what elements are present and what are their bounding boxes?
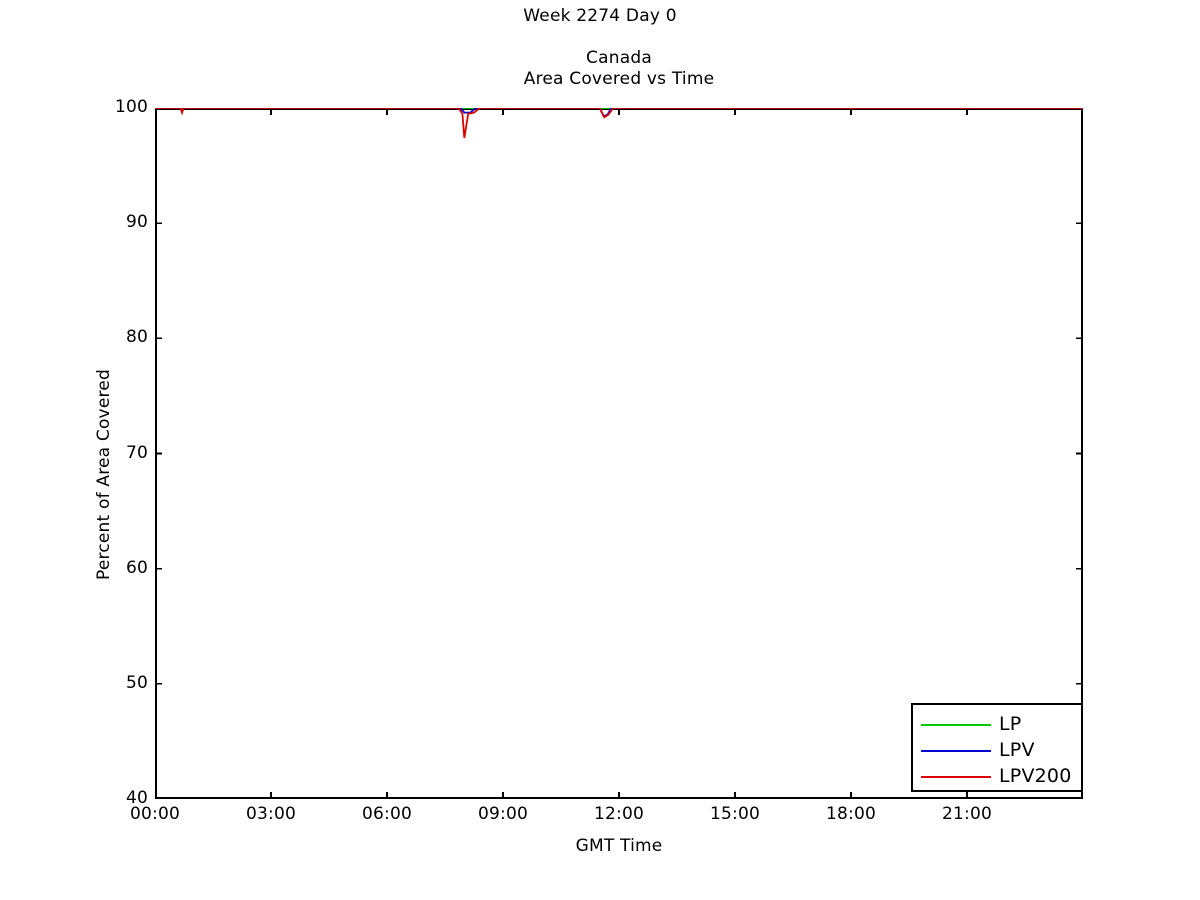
x-tick-label: 15:00 xyxy=(710,804,760,824)
x-tick-label: 18:00 xyxy=(826,804,876,824)
x-tick-label: 03:00 xyxy=(246,804,296,824)
y-tick-label: 80 xyxy=(125,327,148,348)
legend-swatch-lpv xyxy=(921,749,991,752)
x-tick-label: 06:00 xyxy=(362,804,412,824)
y-axis-label: Percent of Area Covered xyxy=(94,369,114,580)
plot-canvas xyxy=(155,108,1083,799)
x-tick-label: 12:00 xyxy=(594,804,644,824)
y-axis-tick-labels: 40 50 60 70 80 90 100 xyxy=(104,0,148,900)
x-tick-label: 00:00 xyxy=(130,804,180,824)
legend-item-lpv200: LPV200 xyxy=(913,763,1085,790)
axes-title-line-2: Area Covered vs Time xyxy=(523,69,715,89)
y-tick-label: 60 xyxy=(125,557,148,578)
plot-frame xyxy=(155,108,1083,799)
axes-title-line-1: Canada xyxy=(586,48,652,68)
y-tick-label: 50 xyxy=(125,672,148,693)
series-line-lpv200 xyxy=(155,108,1083,139)
legend-label: LP xyxy=(999,713,1022,735)
x-axis-label: GMT Time xyxy=(575,836,663,856)
legend-swatch-lp xyxy=(921,723,991,726)
legend: LP LPV LPV200 xyxy=(911,703,1083,792)
legend-item-lp: LP xyxy=(913,711,1085,738)
legend-swatch-lpv200 xyxy=(921,775,991,778)
x-tick-label: 09:00 xyxy=(478,804,528,824)
axes-title: Canada Area Covered vs Time xyxy=(155,48,1083,90)
y-tick-label: 70 xyxy=(125,442,148,463)
figure-suptitle: Week 2274 Day 0 xyxy=(523,6,677,26)
y-tick-label: 40 xyxy=(125,788,148,808)
legend-label: LPV xyxy=(999,739,1035,761)
x-tick-label: 21:00 xyxy=(942,804,992,824)
legend-item-lpv: LPV xyxy=(913,737,1085,764)
y-tick-label: 100 xyxy=(114,97,148,117)
legend-label: LPV200 xyxy=(999,765,1072,787)
data-series-group xyxy=(155,108,1083,139)
y-tick-label: 90 xyxy=(125,212,148,233)
axis-ticks xyxy=(155,108,1083,799)
